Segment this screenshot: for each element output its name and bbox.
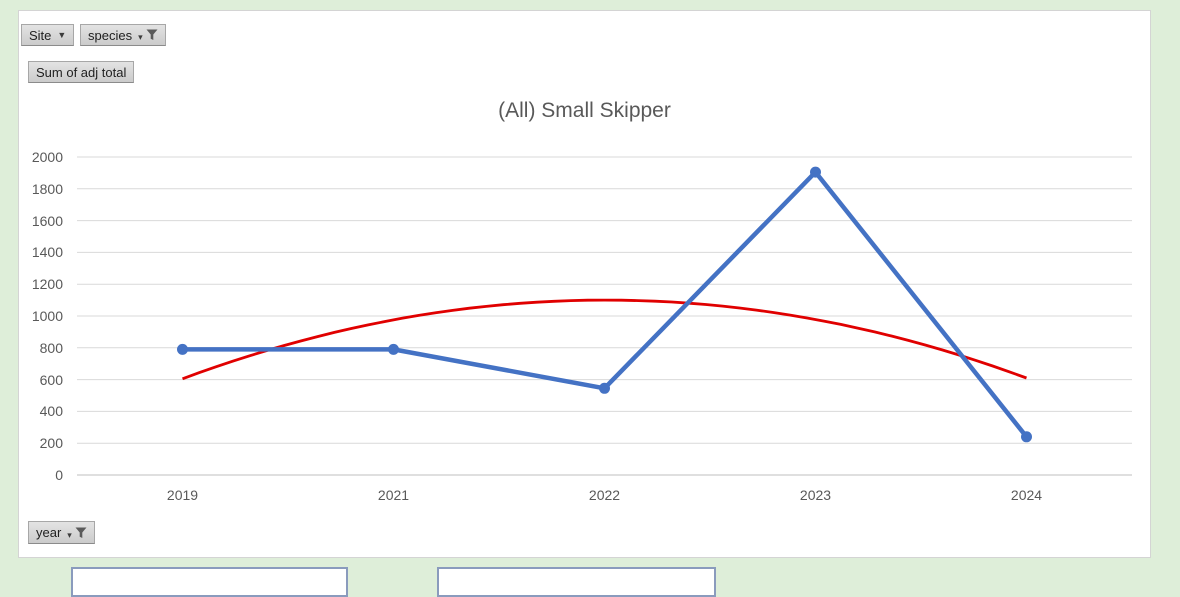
chevron-down-icon: ▾ <box>138 32 143 42</box>
y-tick-label: 1800 <box>31 180 63 197</box>
year-button-label: year <box>36 525 62 540</box>
filter-funnel-icon <box>146 29 158 41</box>
species-button-label: species <box>88 27 133 43</box>
pivot-chart <box>18 10 1151 558</box>
pivot-field-button-site[interactable]: Site ▼ <box>21 24 75 46</box>
y-tick-label: 1000 <box>31 308 63 324</box>
y-tick-label: 1600 <box>31 212 63 229</box>
y-tick-label: 600 <box>39 371 63 388</box>
y-tick-label: 2000 <box>31 149 63 165</box>
y-tick-label: 0 <box>55 467 63 483</box>
value-button-label: Sum of adj total <box>36 64 127 80</box>
bottom-box-1[interactable] <box>71 567 348 597</box>
x-tick-label: 2024 <box>1010 487 1043 503</box>
worksheet-background: { "field_buttons": { "site": {"label": "… <box>18 10 1151 597</box>
pivot-field-button-sum-of-adj-total[interactable]: Sum of adj total <box>28 61 135 83</box>
x-tick-label: 2023 <box>799 487 832 503</box>
pivot-field-button-year[interactable]: year ▾ <box>28 521 95 544</box>
bottom-box-2[interactable] <box>437 567 716 597</box>
y-tick-label: 1200 <box>31 276 63 293</box>
x-tick-label: 2021 <box>377 487 410 503</box>
chevron-down-icon: ▾ <box>67 530 72 540</box>
filter-funnel-icon <box>75 527 87 539</box>
chart-title[interactable]: (All) Small Skipper <box>498 99 671 122</box>
y-tick-label: 200 <box>39 435 63 452</box>
x-tick-label: 2022 <box>588 487 621 503</box>
pivot-field-button-species[interactable]: species ▾ <box>80 24 166 46</box>
y-tick-label: 800 <box>39 339 63 356</box>
y-tick-label: 1400 <box>31 244 63 261</box>
y-tick-label: 400 <box>39 403 63 420</box>
site-button-label: Site <box>29 27 52 43</box>
x-tick-label: 2019 <box>166 487 199 503</box>
chevron-down-icon: ▼ <box>57 29 67 40</box>
